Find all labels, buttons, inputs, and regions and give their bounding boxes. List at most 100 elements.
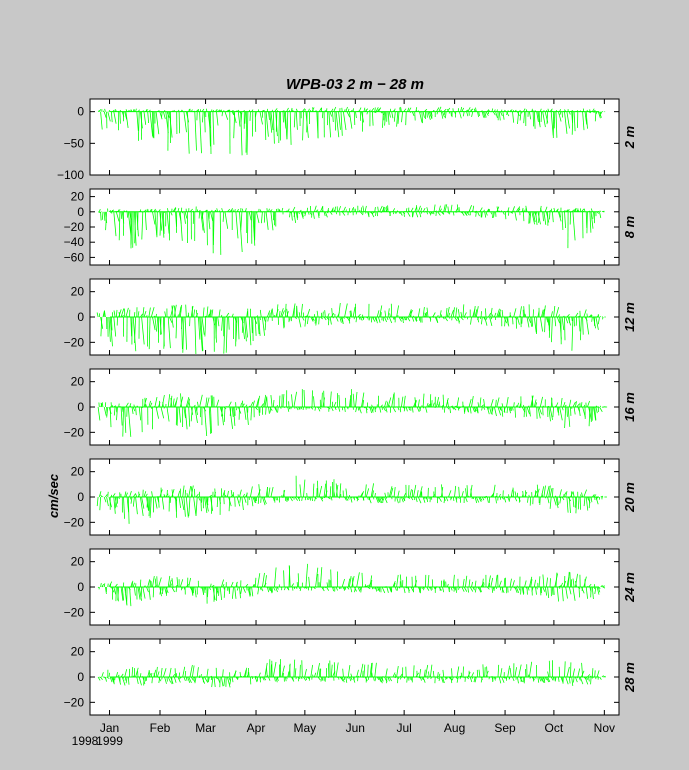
stick: [260, 496, 262, 503]
stick: [199, 394, 203, 408]
stick: [426, 496, 428, 503]
stick: [241, 316, 245, 340]
panel-24m: 20 0 −20 24 m: [64, 548, 637, 626]
stick: [471, 396, 474, 408]
stick: [458, 309, 460, 318]
stick: [257, 395, 260, 408]
stick: [479, 207, 483, 212]
stick: [234, 670, 237, 678]
stick: [543, 485, 546, 498]
stick: [154, 578, 157, 588]
stick: [98, 208, 101, 212]
stick: [375, 107, 379, 112]
stick: [146, 496, 149, 508]
stick: [144, 493, 148, 498]
stick: [474, 309, 478, 318]
stick: [269, 586, 273, 594]
stick: [347, 578, 351, 588]
stick: [206, 668, 209, 678]
stick: [208, 406, 212, 434]
year-label-start: 1998: [72, 734, 99, 748]
stick: [479, 496, 483, 501]
stick: [330, 496, 333, 501]
stick: [116, 406, 118, 421]
stick: [166, 211, 170, 234]
stick: [175, 586, 178, 593]
stick: [159, 111, 163, 120]
stick: [138, 586, 142, 601]
stick: [314, 672, 317, 678]
stick: [279, 310, 281, 318]
stick: [562, 401, 566, 408]
stick: [228, 401, 232, 408]
stick: [152, 576, 155, 588]
stick: [531, 395, 534, 408]
stick: [164, 586, 167, 594]
stick: [581, 586, 583, 591]
stick: [259, 309, 262, 318]
stick: [344, 303, 348, 318]
stick: [538, 676, 542, 682]
stick: [494, 312, 497, 318]
stick: [263, 676, 267, 681]
stick: [331, 308, 333, 318]
stick: [425, 312, 428, 318]
stick: [531, 211, 535, 225]
stick: [504, 316, 506, 327]
stick: [103, 211, 106, 221]
stick: [595, 496, 599, 505]
stick: [443, 204, 446, 212]
y-tick-label: 0: [77, 205, 84, 219]
stick: [262, 496, 266, 506]
stick: [251, 586, 254, 597]
stick: [304, 496, 307, 501]
stick: [188, 496, 191, 517]
stick: [444, 316, 448, 322]
stick: [388, 111, 391, 118]
stick: [234, 496, 236, 507]
stick: [564, 406, 567, 429]
stick: [190, 676, 194, 681]
stick: [375, 211, 377, 216]
stick: [405, 208, 408, 212]
stick: [257, 586, 260, 595]
stick: [321, 676, 324, 681]
stick: [536, 111, 539, 122]
stick: [132, 493, 137, 498]
stick: [324, 310, 326, 318]
stick: [514, 667, 517, 678]
stick: [378, 316, 381, 323]
stick: [252, 400, 255, 408]
stick: [217, 406, 219, 426]
stick: [176, 577, 179, 588]
stick: [335, 586, 338, 591]
stick: [108, 109, 110, 112]
stick: [278, 111, 280, 144]
stick: [115, 671, 118, 678]
stick: [104, 108, 106, 112]
stick: [345, 496, 349, 501]
stick: [492, 406, 494, 412]
stick: [438, 205, 441, 212]
stick: [440, 676, 444, 683]
stick: [329, 111, 332, 117]
stick: [294, 496, 299, 501]
stick: [565, 491, 568, 498]
stick: [271, 308, 274, 318]
stick: [466, 211, 470, 216]
stick: [559, 406, 563, 421]
stick: [237, 111, 241, 127]
stick: [285, 303, 287, 318]
stick: [517, 402, 519, 408]
stick: [531, 586, 534, 592]
stick: [275, 676, 278, 683]
stick: [488, 312, 492, 318]
stick: [132, 582, 135, 588]
stick: [264, 662, 268, 678]
stick: [187, 111, 190, 154]
stick: [188, 486, 192, 498]
stick: [328, 663, 330, 678]
stick: [210, 395, 213, 408]
stick: [573, 111, 576, 132]
stick: [223, 676, 226, 686]
